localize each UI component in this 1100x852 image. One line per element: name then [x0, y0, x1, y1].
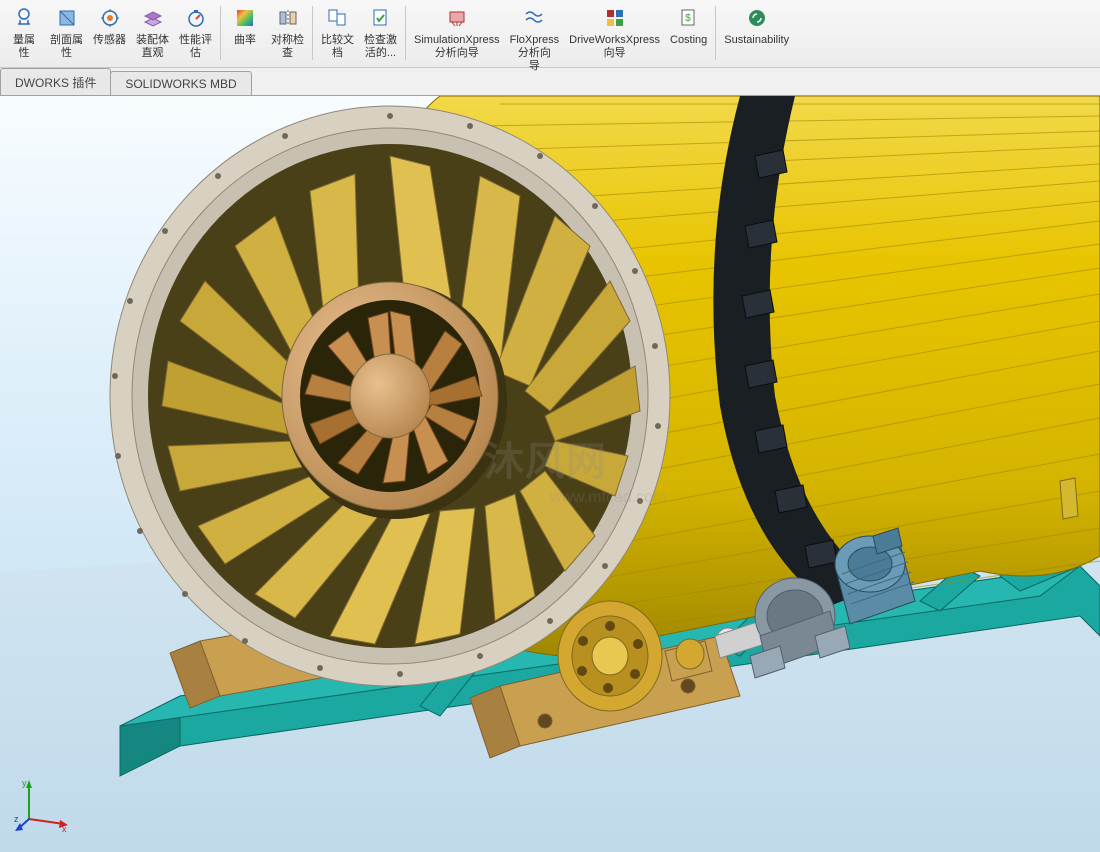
ribbon-perf-eval[interactable]: 性能评估: [175, 2, 216, 62]
ribbon-compare-docs[interactable]: 比较文档: [317, 2, 358, 62]
sim-icon: [443, 4, 471, 32]
flo-icon: [520, 4, 548, 32]
sensor-icon: [96, 4, 124, 32]
ribbon-label: FloXpress分析向导: [510, 34, 560, 74]
ribbon-check-active[interactable]: 检查激活的...: [360, 2, 401, 62]
ribbon-label: SimulationXpress分析向导: [414, 34, 500, 60]
svg-text:x: x: [62, 824, 67, 834]
sustain-icon: [743, 4, 771, 32]
check-icon: [367, 4, 395, 32]
tab-dworks-addin[interactable]: DWORKS 插件: [0, 68, 111, 95]
ribbon-floxpress[interactable]: FloXpress分析向导: [506, 2, 564, 76]
ribbon-label: 曲率: [234, 34, 256, 47]
watermark-text: 沐风网: [484, 429, 607, 487]
svg-text:y: y: [22, 778, 27, 788]
ribbon-symmetry-check[interactable]: 对称检查: [267, 2, 308, 62]
ribbon-label: 检查激活的...: [364, 34, 397, 60]
ribbon-label: 传感器: [93, 34, 126, 47]
ribbon-label: Sustainability: [724, 34, 789, 47]
ribbon-separator: [220, 6, 221, 60]
svg-text:$: $: [685, 13, 691, 24]
ribbon-label: 剖面属性: [50, 34, 83, 60]
ribbon-toolbar: 量属性 剖面属性 传感器 装配体直观 性能评估 曲率 对称检查 比较文档 检查激…: [0, 0, 1100, 68]
graphics-viewport[interactable]: 沐风网 www.mfcad.com y x z: [0, 96, 1100, 852]
tab-solidworks-mbd[interactable]: SOLIDWORKS MBD: [110, 71, 251, 95]
watermark-url: www.mfcad.com: [550, 489, 666, 507]
scale-icon: [10, 4, 38, 32]
ribbon-label: 比较文档: [321, 34, 354, 60]
coordinate-triad: y x z: [14, 774, 74, 834]
perf-icon: [182, 4, 210, 32]
ribbon-label: 装配体直观: [136, 34, 169, 60]
ribbon-costing[interactable]: $ Costing: [666, 2, 711, 49]
ribbon-label: DriveWorksXpress向导: [569, 34, 660, 60]
ribbon-mass-props[interactable]: 量属性: [4, 2, 44, 62]
ribbon-separator: [715, 6, 716, 60]
ribbon-label: Costing: [670, 34, 707, 47]
ribbon-section-props[interactable]: 剖面属性: [46, 2, 87, 62]
ribbon-curvature[interactable]: 曲率: [225, 2, 265, 49]
compare-icon: [324, 4, 352, 32]
assembly-icon: [139, 4, 167, 32]
ribbon-sustainability[interactable]: Sustainability: [720, 2, 793, 49]
drive-icon: [601, 4, 629, 32]
ribbon-label: 性能评估: [179, 34, 212, 60]
ribbon-simulation-xpress[interactable]: SimulationXpress分析向导: [410, 2, 504, 62]
ribbon-assembly-visual[interactable]: 装配体直观: [132, 2, 173, 62]
section-icon: [53, 4, 81, 32]
ribbon-separator: [312, 6, 313, 60]
symmetry-icon: [274, 4, 302, 32]
ribbon-driveworks-xpress[interactable]: DriveWorksXpress向导: [565, 2, 664, 62]
ribbon-label: 对称检查: [271, 34, 304, 60]
costing-icon: $: [675, 4, 703, 32]
ribbon-label: 量属性: [13, 34, 35, 60]
ribbon-separator: [405, 6, 406, 60]
ribbon-sensor[interactable]: 传感器: [89, 2, 130, 49]
svg-text:z: z: [14, 814, 19, 824]
curvature-icon: [231, 4, 259, 32]
